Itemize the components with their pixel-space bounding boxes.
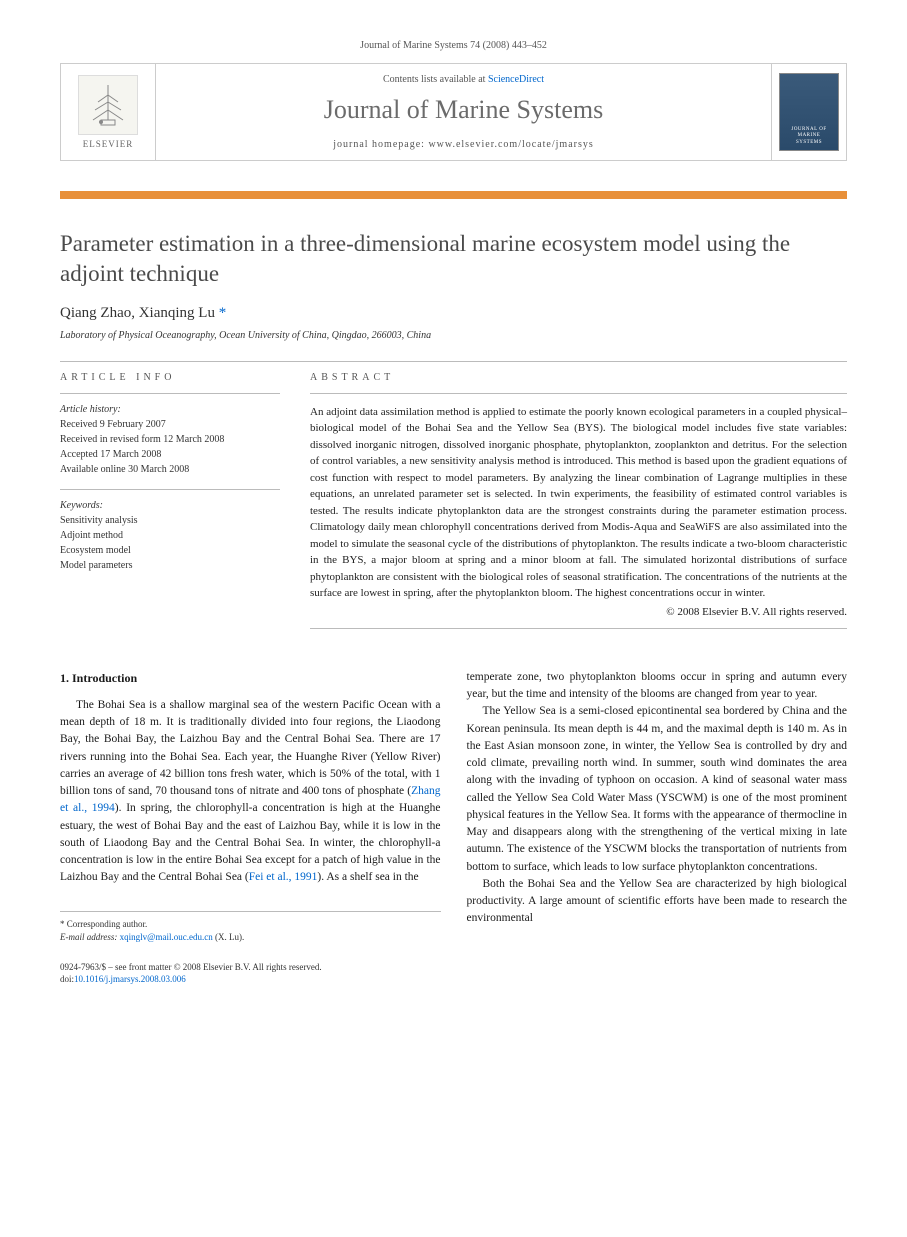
email-link[interactable]: xqinglv@mail.ouc.edu.cn — [120, 932, 213, 942]
homepage-prefix: journal homepage: — [333, 139, 428, 150]
journal-cover-box: JOURNAL OF MARINE SYSTEMS — [771, 64, 846, 160]
corresponding-author-footer: * Corresponding author. E-mail address: … — [60, 911, 441, 945]
history-head: Article history: — [60, 404, 280, 415]
journal-cover-icon: JOURNAL OF MARINE SYSTEMS — [779, 73, 839, 151]
issn-line: 0924-7963/$ – see front matter © 2008 El… — [60, 961, 441, 974]
body-paragraph: The Yellow Sea is a semi-closed epiconti… — [467, 703, 848, 876]
article-history-block: Article history: Received 9 February 200… — [60, 404, 280, 477]
email-suffix: (X. Lu). — [213, 932, 245, 942]
info-abstract-row: ARTICLE INFO Article history: Received 9… — [60, 372, 847, 639]
top-citation: Journal of Marine Systems 74 (2008) 443–… — [60, 40, 847, 51]
article-info-label: ARTICLE INFO — [60, 372, 280, 383]
elsevier-tree-icon — [78, 75, 138, 135]
keywords-head: Keywords: — [60, 500, 280, 511]
contents-line: Contents lists available at ScienceDirec… — [176, 74, 751, 85]
corresponding-star-icon[interactable]: * — [219, 305, 227, 321]
elsevier-label: ELSEVIER — [83, 139, 134, 149]
keyword: Ecosystem model — [60, 543, 280, 558]
keywords-block: Keywords: Sensitivity analysis Adjoint m… — [60, 500, 280, 573]
header-center: Contents lists available at ScienceDirec… — [156, 64, 771, 160]
accepted-date: Accepted 17 March 2008 — [60, 447, 280, 462]
divider — [60, 393, 280, 394]
journal-name: Journal of Marine Systems — [176, 95, 751, 125]
homepage-url[interactable]: www.elsevier.com/locate/jmarsys — [428, 139, 593, 150]
abstract-label: ABSTRACT — [310, 372, 847, 383]
cover-text-3: SYSTEMS — [796, 140, 822, 147]
body-column-left: 1. Introduction The Bohai Sea is a shall… — [60, 669, 441, 986]
doi-block: 0924-7963/$ – see front matter © 2008 El… — [60, 961, 441, 986]
p1c: ). As a shelf sea in the — [317, 871, 418, 883]
body-columns: 1. Introduction The Bohai Sea is a shall… — [60, 669, 847, 986]
abstract-text: An adjoint data assimilation method is a… — [310, 404, 847, 602]
online-date: Available online 30 March 2008 — [60, 462, 280, 477]
sciencedirect-link[interactable]: ScienceDirect — [488, 74, 544, 85]
journal-header: ELSEVIER Contents lists available at Sci… — [60, 63, 847, 161]
divider — [60, 489, 280, 490]
abstract-column: ABSTRACT An adjoint data assimilation me… — [310, 372, 847, 639]
p1a: The Bohai Sea is a shallow marginal sea … — [60, 699, 441, 797]
keyword: Model parameters — [60, 558, 280, 573]
body-paragraph: temperate zone, two phytoplankton blooms… — [467, 669, 848, 704]
intro-heading: 1. Introduction — [60, 669, 441, 687]
email-label: E-mail address: — [60, 932, 120, 942]
affiliation: Laboratory of Physical Oceanography, Oce… — [60, 330, 847, 341]
homepage-line: journal homepage: www.elsevier.com/locat… — [176, 139, 751, 150]
keyword: Adjoint method — [60, 528, 280, 543]
divider — [60, 361, 847, 362]
divider — [310, 628, 847, 629]
corr-label: * Corresponding author. — [60, 918, 441, 932]
contents-prefix: Contents lists available at — [383, 74, 488, 85]
revised-date: Received in revised form 12 March 2008 — [60, 432, 280, 447]
received-date: Received 9 February 2007 — [60, 417, 280, 432]
abstract-copyright: © 2008 Elsevier B.V. All rights reserved… — [310, 606, 847, 618]
article-info-column: ARTICLE INFO Article history: Received 9… — [60, 372, 280, 639]
citation-link[interactable]: Fei et al., 1991 — [249, 871, 318, 883]
keyword: Sensitivity analysis — [60, 513, 280, 528]
body-paragraph: Both the Bohai Sea and the Yellow Sea ar… — [467, 876, 848, 928]
authors: Qiang Zhao, Xianqing Lu * — [60, 305, 847, 322]
doi-prefix: doi: — [60, 974, 74, 984]
divider — [310, 393, 847, 394]
doi-link[interactable]: 10.1016/j.jmarsys.2008.03.006 — [74, 974, 186, 984]
orange-divider — [60, 191, 847, 199]
body-paragraph: The Bohai Sea is a shallow marginal sea … — [60, 697, 441, 887]
article-title: Parameter estimation in a three-dimensio… — [60, 229, 847, 289]
authors-text: Qiang Zhao, Xianqing Lu — [60, 305, 219, 321]
body-column-right: temperate zone, two phytoplankton blooms… — [467, 669, 848, 986]
elsevier-logo-box: ELSEVIER — [61, 64, 156, 160]
